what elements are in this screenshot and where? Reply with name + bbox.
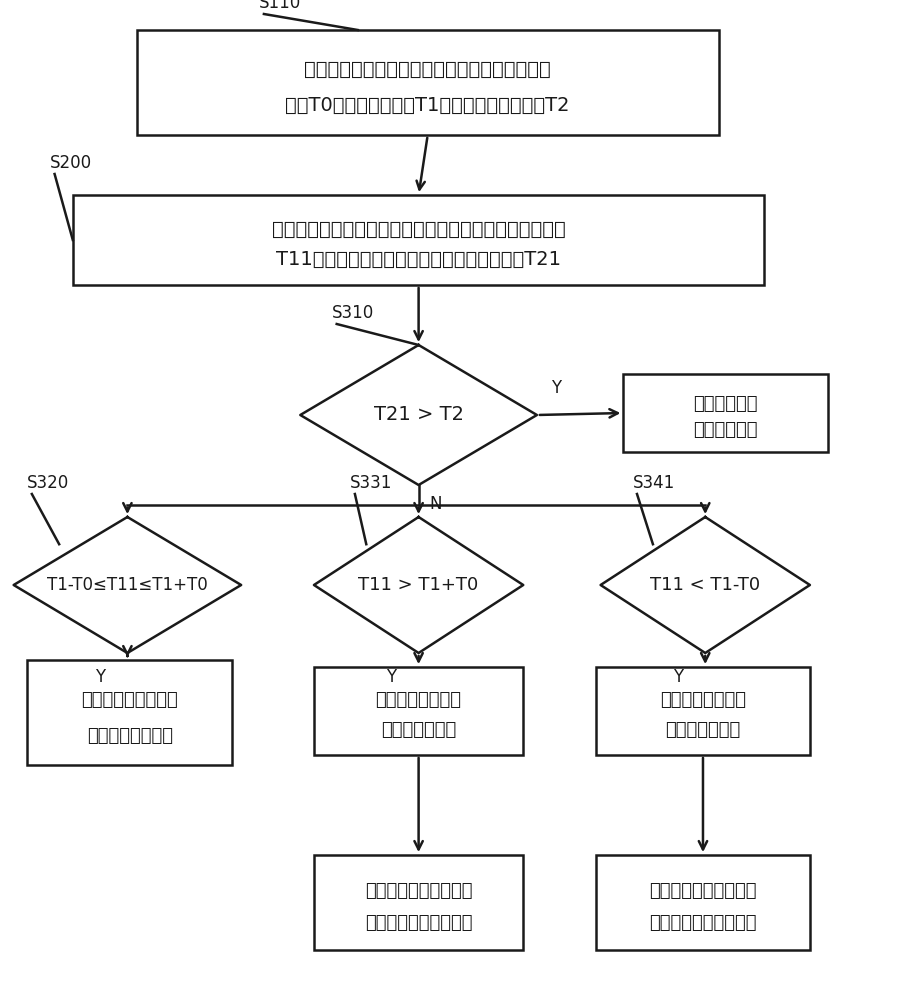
Text: 风机开启数量增多或已: 风机开启数量增多或已 <box>365 882 472 900</box>
Text: S320: S320 <box>27 474 69 492</box>
Text: 控制装置控制增大: 控制装置控制增大 <box>376 691 461 709</box>
Text: Y: Y <box>551 379 561 397</box>
Text: Y: Y <box>95 668 106 686</box>
Text: S310: S310 <box>332 304 374 322</box>
Bar <box>596 855 810 950</box>
Bar <box>73 195 764 285</box>
Bar <box>314 667 523 755</box>
Text: 精度T0、设定送风温度T1以及储冰箱设定温度T2: 精度T0、设定送风温度T1以及储冰箱设定温度T2 <box>286 96 570 115</box>
Bar <box>623 374 828 452</box>
Bar <box>27 660 232 765</box>
Text: 加压水泵的转速: 加压水泵的转速 <box>381 721 456 739</box>
Text: 泵的转速保持不变: 泵的转速保持不变 <box>86 727 173 745</box>
Text: T11 < T1-T0: T11 < T1-T0 <box>650 576 761 594</box>
Text: 控制装置控制加压水: 控制装置控制加压水 <box>81 691 178 709</box>
Text: T11以及水温传感器所反馈的储冰箱实时水温T21: T11以及水温传感器所反馈的储冰箱实时水温T21 <box>276 250 561 269</box>
Text: 风机开启数量减少或已: 风机开启数量减少或已 <box>649 882 757 900</box>
Text: 控制装置实时获取送风温度传感器所反馈的实时送风温度: 控制装置实时获取送风温度传感器所反馈的实时送风温度 <box>272 220 565 239</box>
Text: 排水换冰提示: 排水换冰提示 <box>693 421 758 439</box>
Text: 加压水泵的转速: 加压水泵的转速 <box>665 721 741 739</box>
Text: 控制装置输出: 控制装置输出 <box>693 395 758 413</box>
Bar <box>596 667 810 755</box>
Text: 控制装置通过所述操作面板获取设定的送风控制: 控制装置通过所述操作面板获取设定的送风控制 <box>304 60 551 79</box>
Text: T11 > T1+T0: T11 > T1+T0 <box>359 576 479 594</box>
Text: 开启的风机的转速增大: 开启的风机的转速增大 <box>365 914 472 932</box>
Text: S331: S331 <box>350 474 393 492</box>
Bar <box>136 30 719 135</box>
Text: 控制装置控制降低: 控制装置控制降低 <box>660 691 746 709</box>
Text: S341: S341 <box>632 474 674 492</box>
Text: Y: Y <box>386 668 397 686</box>
Bar <box>314 855 523 950</box>
Text: S200: S200 <box>50 154 92 172</box>
Text: N: N <box>430 495 442 513</box>
Text: S110: S110 <box>259 0 301 12</box>
Text: 开启的风机的转速降低: 开启的风机的转速降低 <box>649 914 757 932</box>
Text: Y: Y <box>672 668 683 686</box>
Text: T21 > T2: T21 > T2 <box>374 406 463 424</box>
Text: T1-T0≤T11≤T1+T0: T1-T0≤T11≤T1+T0 <box>47 576 207 594</box>
